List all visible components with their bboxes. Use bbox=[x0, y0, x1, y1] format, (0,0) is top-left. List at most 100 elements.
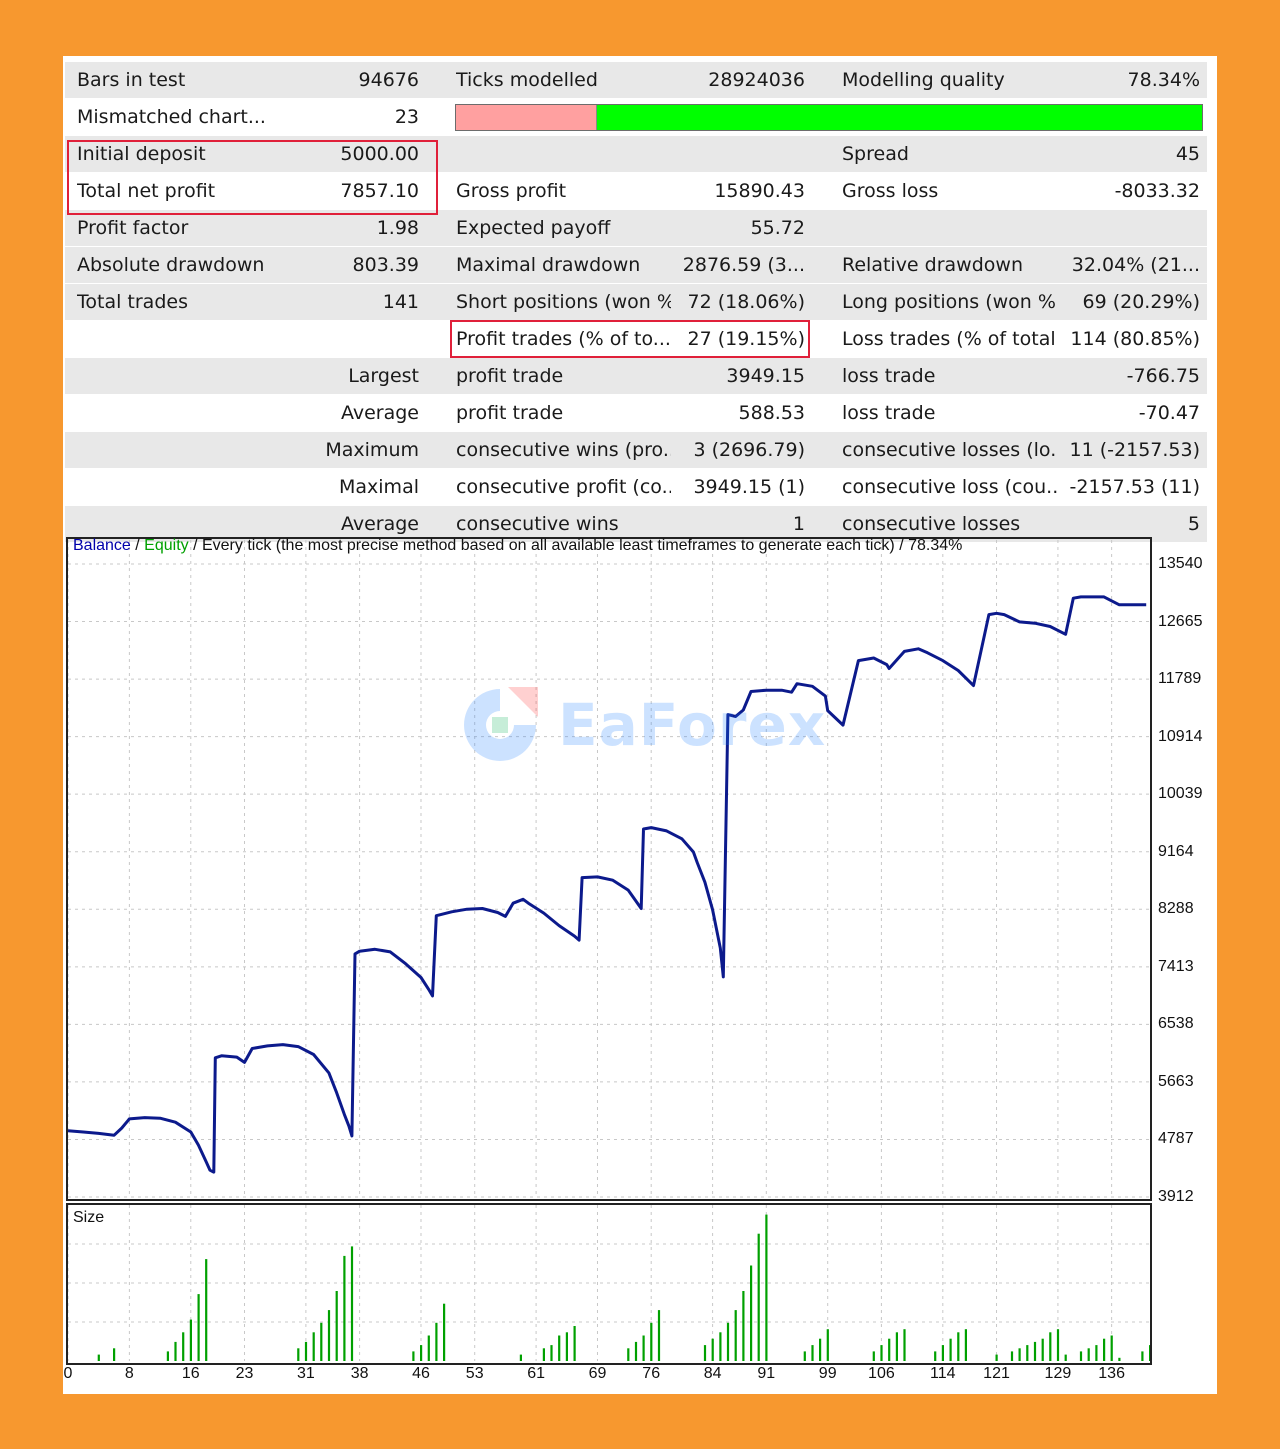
largest-profit-value: 3949.15 bbox=[726, 365, 805, 387]
row-maximal: Maximal consecutive profit (co... 3949.1… bbox=[65, 469, 1207, 506]
size-bar bbox=[826, 1329, 829, 1361]
size-bar bbox=[726, 1322, 730, 1361]
size-bar bbox=[1110, 1335, 1113, 1361]
size-bar bbox=[174, 1341, 177, 1361]
size-bar bbox=[1056, 1329, 1060, 1361]
size-bar bbox=[1010, 1351, 1014, 1361]
mismatched-value: 23 bbox=[394, 106, 419, 128]
max-consecutive-losses-value: 11 (-2157.53) bbox=[1069, 439, 1200, 461]
size-bar bbox=[803, 1351, 806, 1361]
size-bar bbox=[335, 1291, 338, 1361]
x-tick-label: 136 bbox=[1098, 1365, 1125, 1382]
expected-payoff-label: Expected payoff bbox=[456, 217, 611, 239]
x-tick-label: 91 bbox=[757, 1365, 776, 1382]
balance-legend: Balance bbox=[73, 537, 131, 554]
y-tick-label: 7413 bbox=[1158, 957, 1194, 975]
row-mismatched: Mismatched chart... 23 bbox=[65, 99, 1207, 136]
mismatch-portion bbox=[456, 105, 598, 130]
size-bar bbox=[205, 1259, 208, 1361]
size-bar bbox=[1064, 1354, 1067, 1361]
y-tick-label: 9164 bbox=[1158, 842, 1194, 860]
size-bar bbox=[327, 1310, 331, 1361]
size-bar bbox=[435, 1322, 438, 1361]
size-bar bbox=[703, 1345, 707, 1361]
size-bar bbox=[765, 1214, 768, 1361]
x-tick-label: 114 bbox=[930, 1365, 956, 1382]
size-bar bbox=[182, 1332, 185, 1361]
size-bar bbox=[895, 1332, 898, 1361]
initial-deposit-label: Initial deposit bbox=[77, 143, 206, 165]
size-bar bbox=[1026, 1345, 1029, 1361]
row-profit-trades: Profit trades (% of to... 27 (19.15%) Lo… bbox=[65, 321, 1207, 358]
size-bar bbox=[558, 1335, 561, 1361]
x-tick-label: 69 bbox=[588, 1365, 607, 1382]
profit-factor-value: 1.98 bbox=[376, 217, 419, 239]
x-tick-label: 121 bbox=[983, 1365, 1010, 1382]
y-tick-label: 4787 bbox=[1158, 1130, 1194, 1148]
absolute-drawdown-value: 803.39 bbox=[352, 254, 419, 276]
watermark-logo-icon bbox=[464, 687, 538, 761]
equity-legend: Equity bbox=[144, 537, 189, 554]
size-bar bbox=[642, 1335, 645, 1361]
size-bar bbox=[1033, 1341, 1037, 1361]
expected-payoff-value: 55.72 bbox=[750, 217, 805, 239]
spread-value: 45 bbox=[1175, 143, 1200, 165]
size-bar bbox=[1141, 1351, 1144, 1361]
size-bar bbox=[880, 1345, 883, 1361]
size-bar bbox=[750, 1265, 753, 1361]
size-chart-label: Size bbox=[73, 1209, 105, 1226]
size-bar bbox=[1079, 1351, 1083, 1361]
profit-trades-label: Profit trades (% of to... bbox=[456, 328, 671, 350]
balance-line bbox=[67, 595, 1147, 1174]
y-tick-label: 6538 bbox=[1158, 1015, 1194, 1033]
size-bar bbox=[1049, 1332, 1052, 1361]
relative-drawdown-value: 32.04% (21... bbox=[1071, 254, 1200, 276]
row-maximum: Maximum consecutive wins (pro... 3 (2696… bbox=[65, 432, 1207, 469]
size-bar bbox=[957, 1332, 960, 1361]
size-bar bbox=[412, 1351, 415, 1361]
size-bar bbox=[819, 1338, 822, 1361]
average-profit-value: 588.53 bbox=[738, 402, 805, 424]
size-bar bbox=[657, 1310, 661, 1361]
x-tick-label: 46 bbox=[412, 1365, 430, 1382]
y-tick-label: 11789 bbox=[1158, 670, 1202, 688]
gross-loss-label: Gross loss bbox=[842, 180, 939, 202]
x-tick-label: 53 bbox=[465, 1365, 484, 1382]
average-profit-label: profit trade bbox=[456, 402, 564, 424]
row-profit-factor: Profit factor 1.98 Expected payoff 55.72 bbox=[65, 210, 1207, 247]
y-tick-label: 12665 bbox=[1158, 612, 1203, 630]
x-tick-label: 31 bbox=[296, 1365, 315, 1382]
maximal-consecutive-profit-value: 3949.15 (1) bbox=[693, 476, 805, 498]
size-bar bbox=[1095, 1345, 1098, 1361]
size-bar bbox=[565, 1332, 568, 1361]
size-bar bbox=[1041, 1338, 1044, 1361]
size-bar bbox=[427, 1335, 430, 1361]
size-bar bbox=[443, 1303, 446, 1361]
bars-in-test-label: Bars in test bbox=[77, 69, 186, 91]
title-separator: / bbox=[130, 537, 145, 554]
row-total-trades: Total trades 141 Short positions (won %)… bbox=[65, 284, 1207, 321]
size-bar bbox=[627, 1348, 630, 1361]
size-bar bbox=[166, 1351, 169, 1361]
balance-chart-svg bbox=[66, 537, 1152, 1365]
size-bar bbox=[312, 1332, 315, 1361]
maximal-drawdown-value: 2876.59 (3... bbox=[682, 254, 805, 276]
size-bar bbox=[711, 1338, 714, 1361]
average-consecutive-losses-value: 5 bbox=[1187, 513, 1200, 535]
x-tick-label: 76 bbox=[642, 1365, 661, 1382]
size-bar bbox=[197, 1294, 200, 1361]
x-tick-label: 23 bbox=[235, 1365, 254, 1382]
size-bar bbox=[811, 1345, 814, 1361]
average-consecutive-wins-value: 1 bbox=[792, 513, 805, 535]
chart-description: / Every tick (the most precise method ba… bbox=[188, 537, 963, 554]
total-net-profit-label: Total net profit bbox=[77, 180, 216, 202]
size-bar bbox=[320, 1322, 323, 1361]
row-average-consecutive: Average consecutive wins 1 consecutive l… bbox=[65, 506, 1207, 543]
watermark: EaForex bbox=[458, 683, 838, 773]
x-tick-label: 16 bbox=[181, 1365, 200, 1382]
size-bar bbox=[941, 1345, 944, 1361]
size-bar bbox=[719, 1332, 722, 1361]
size-bar bbox=[964, 1329, 967, 1361]
strategy-tester-report: Bars in test 94676 Ticks modelled 289240… bbox=[63, 56, 1217, 1394]
x-tick-label: 129 bbox=[1044, 1365, 1072, 1382]
